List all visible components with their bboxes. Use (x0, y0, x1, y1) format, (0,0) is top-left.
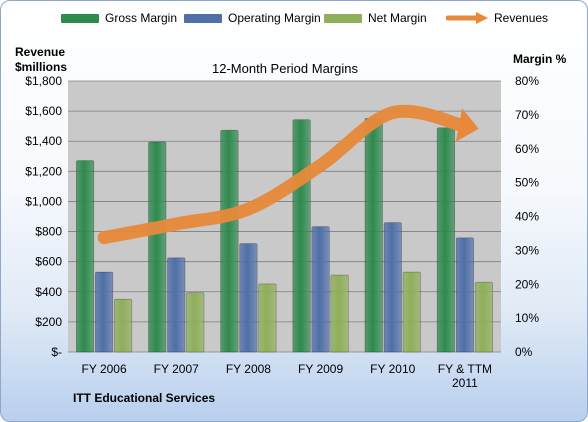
left-axis-title-line-1: Revenue (15, 45, 66, 59)
right-tick-label: 30% (515, 243, 539, 257)
footer-company-name: ITT Educational Services (73, 391, 216, 405)
legend-arrow-icon (446, 12, 488, 24)
left-tick-label: $1,400 (25, 134, 62, 148)
category-label: FY 2008 (226, 362, 271, 376)
bar-net-margin (474, 281, 493, 353)
right-tick-label: 50% (515, 176, 539, 190)
right-tick-label: 60% (515, 142, 539, 156)
bar-net-margin (114, 298, 133, 353)
bar-operating-margin (239, 243, 258, 353)
right-tick-label: 70% (515, 108, 539, 122)
legend-item-net-margin: Net Margin (324, 9, 427, 27)
category-label: FY 2006 (82, 362, 127, 376)
bar-operating-margin (311, 226, 330, 353)
bar-gross-margin (76, 160, 95, 353)
legend-item-gross-margin: Gross Margin (61, 9, 177, 27)
bar-gross-margin (364, 117, 383, 353)
left-tick-label: $600 (35, 255, 62, 269)
bar-gross-margin (292, 119, 311, 353)
bar-net-margin (186, 292, 205, 353)
left-tick-label: $1,000 (25, 194, 62, 208)
left-tick-label: $1,600 (25, 104, 62, 118)
right-tick-label: 10% (515, 311, 539, 325)
legend-label-revenues: Revenues (494, 11, 549, 25)
legend-label-net-margin: Net Margin (368, 11, 427, 25)
legend-swatch-gross-margin (61, 13, 99, 23)
bar-net-margin (258, 283, 277, 353)
category-label: FY 2007 (154, 362, 199, 376)
right-tick-label: 0% (515, 345, 533, 359)
right-tick-label: 80% (515, 74, 539, 88)
bar-net-margin (402, 271, 421, 353)
category-label: FY 2009 (298, 362, 343, 376)
legend-swatch-operating-margin (184, 13, 222, 23)
left-tick-label: $1,200 (25, 164, 62, 178)
chart-title: 12-Month Period Margins (212, 61, 358, 76)
legend-swatch-net-margin (324, 13, 362, 23)
legend-label-operating-margin: Operating Margin (228, 11, 321, 25)
bar-operating-margin (167, 257, 186, 353)
left-tick-label: $1,800 (25, 74, 62, 88)
bar-gross-margin (220, 129, 239, 353)
left-tick-label: $400 (35, 285, 62, 299)
legend-item-revenues: Revenues (446, 9, 548, 27)
revenue-arrowhead (455, 108, 479, 142)
category-label: 2011 (452, 376, 478, 390)
legend-item-operating-margin: Operating Margin (184, 9, 321, 27)
left-tick-label: $800 (35, 225, 62, 239)
bar-gross-margin (148, 141, 167, 353)
bar-operating-margin (95, 271, 114, 353)
revenue-line (97, 104, 472, 245)
left-tick-label: $200 (35, 315, 62, 329)
right-tick-label: 40% (515, 210, 539, 224)
right-tick-label: 20% (515, 277, 539, 291)
category-label: FY 2010 (370, 362, 415, 376)
bar-operating-margin (455, 237, 474, 353)
left-axis-title-line-2: $millions (15, 60, 68, 74)
bar-operating-margin (383, 222, 402, 353)
right-axis-title: Margin % (513, 52, 567, 66)
legend-label-gross-margin: Gross Margin (105, 11, 178, 25)
plot-area (68, 81, 501, 352)
category-label: FY & TTM (438, 362, 492, 376)
bar-gross-margin (436, 127, 455, 353)
left-tick-label: $- (51, 345, 62, 359)
bar-net-margin (330, 274, 349, 353)
